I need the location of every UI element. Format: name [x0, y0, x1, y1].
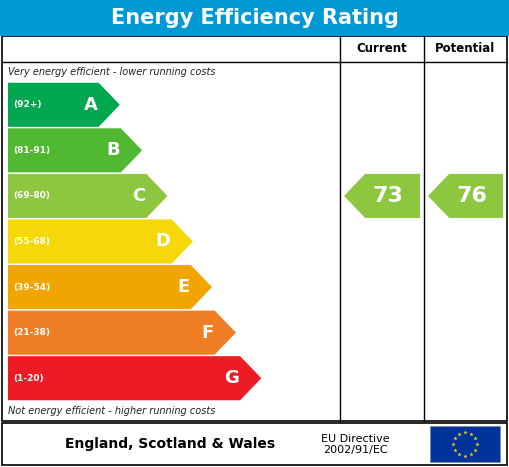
Polygon shape — [428, 174, 503, 218]
Text: F: F — [202, 324, 214, 342]
Text: (92+): (92+) — [13, 100, 42, 109]
Bar — [0, 0, 509, 36]
Text: (55-68): (55-68) — [13, 237, 50, 246]
Text: Very energy efficient - lower running costs: Very energy efficient - lower running co… — [8, 67, 215, 77]
Text: 73: 73 — [373, 186, 404, 206]
Text: Current: Current — [357, 42, 407, 56]
Text: G: G — [224, 369, 239, 387]
Text: B: B — [106, 142, 120, 159]
Polygon shape — [8, 265, 212, 309]
Text: D: D — [156, 233, 171, 250]
Text: E: E — [178, 278, 190, 296]
Text: (1-20): (1-20) — [13, 374, 44, 383]
Text: (69-80): (69-80) — [13, 191, 50, 200]
Text: (39-54): (39-54) — [13, 283, 50, 291]
Text: Energy Efficiency Rating: Energy Efficiency Rating — [110, 8, 399, 28]
Polygon shape — [8, 311, 236, 354]
Text: C: C — [132, 187, 146, 205]
Text: A: A — [84, 96, 98, 114]
Text: (21-38): (21-38) — [13, 328, 50, 337]
Bar — [430, 426, 500, 462]
Text: Not energy efficient - higher running costs: Not energy efficient - higher running co… — [8, 406, 215, 416]
Text: England, Scotland & Wales: England, Scotland & Wales — [65, 437, 275, 451]
Polygon shape — [344, 174, 420, 218]
Bar — [2, 423, 507, 465]
Polygon shape — [8, 174, 167, 218]
Text: Potential: Potential — [435, 42, 496, 56]
Polygon shape — [8, 356, 261, 400]
Polygon shape — [8, 83, 120, 127]
Text: EU Directive: EU Directive — [321, 434, 389, 444]
Text: 76: 76 — [457, 186, 487, 206]
Text: (81-91): (81-91) — [13, 146, 50, 155]
Polygon shape — [8, 219, 193, 263]
Text: 2002/91/EC: 2002/91/EC — [323, 445, 387, 455]
Bar — [2, 36, 507, 421]
Polygon shape — [8, 128, 142, 172]
